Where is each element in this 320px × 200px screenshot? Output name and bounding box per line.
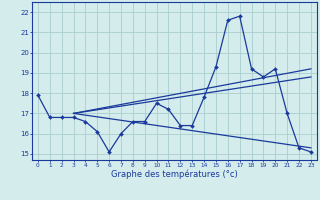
X-axis label: Graphe des températures (°c): Graphe des températures (°c) [111,169,238,179]
